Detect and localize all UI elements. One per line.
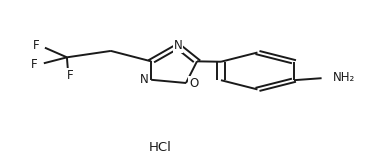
- Text: N: N: [140, 73, 148, 86]
- Text: NH₂: NH₂: [333, 71, 355, 84]
- Text: F: F: [67, 69, 73, 82]
- Text: F: F: [32, 39, 39, 52]
- Text: HCl: HCl: [149, 141, 172, 154]
- Text: N: N: [174, 39, 182, 52]
- Text: O: O: [189, 77, 199, 89]
- Text: F: F: [31, 58, 38, 71]
